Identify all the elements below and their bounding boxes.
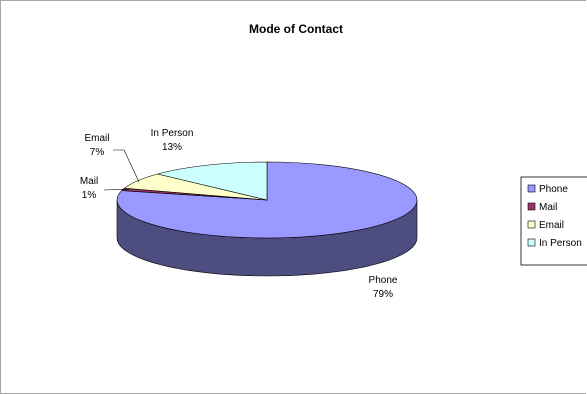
legend-swatch-mail <box>527 202 536 211</box>
pie-slice-in-person <box>157 161 268 201</box>
legend-label-in-person: In Person <box>539 238 582 249</box>
data-label-name-email: Email <box>84 133 109 144</box>
legend: Phone Mail Email In Person <box>520 176 587 266</box>
chart-title: Mode of Contact <box>249 22 343 36</box>
legend-swatch-email <box>527 220 536 229</box>
data-label-name-in-person: In Person <box>151 128 194 139</box>
legend-label-email: Email <box>539 220 564 231</box>
legend-swatch-in-person <box>527 238 536 247</box>
data-label-value-phone: 79% <box>373 289 393 300</box>
data-labels: Phone 79% Mail 1% Email 7% In Person 13% <box>80 128 398 300</box>
legend-swatch-phone <box>527 184 536 193</box>
data-label-name-mail: Mail <box>80 176 98 187</box>
data-label-value-email: 7% <box>90 147 105 158</box>
leader-line-mail <box>103 188 134 191</box>
data-label-value-mail: 1% <box>82 190 97 201</box>
data-label-value-in-person: 13% <box>162 142 182 153</box>
legend-label-phone: Phone <box>539 184 568 195</box>
data-label-name-phone: Phone <box>369 275 398 286</box>
pie-plot <box>116 161 418 277</box>
leader-line-email <box>113 149 140 183</box>
legend-label-mail: Mail <box>539 202 557 213</box>
